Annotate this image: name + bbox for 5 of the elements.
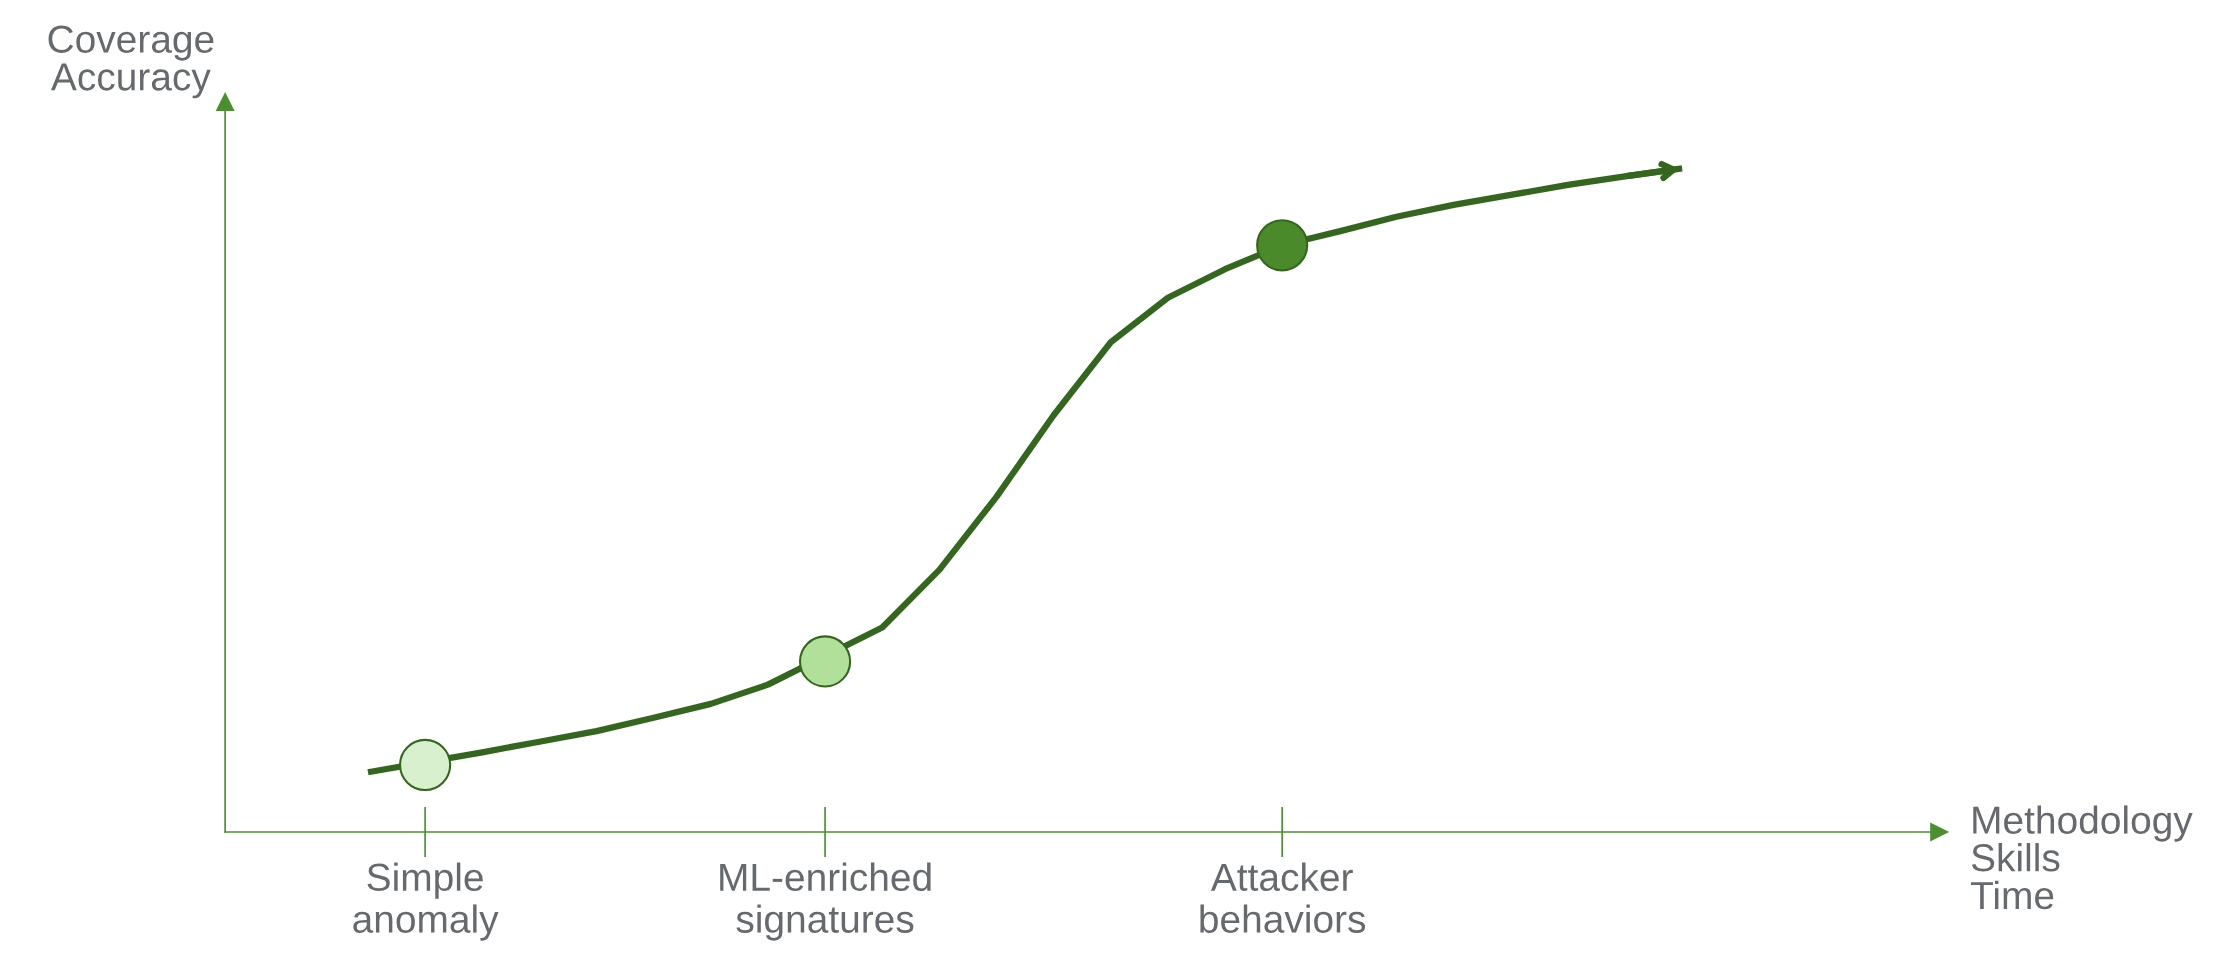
x-tick-label: Attacker behaviors bbox=[1200, 862, 1366, 933]
x-axis-title: Methodology Skills Time bbox=[1970, 805, 2193, 910]
y-axis-title: Coverage Accuracy bbox=[48, 25, 214, 99]
x-tick-label: Simple anomaly bbox=[353, 862, 499, 941]
x-tick-label: ML-enriched signatures bbox=[720, 862, 931, 941]
